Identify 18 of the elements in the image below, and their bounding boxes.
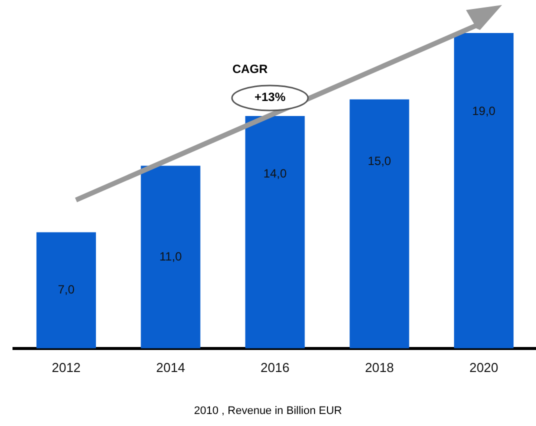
x-tick-label: 2014 <box>156 360 186 375</box>
data-label: 19,0 <box>472 104 496 118</box>
data-label: 11,0 <box>159 249 182 264</box>
x-tick-label: 2012 <box>52 360 81 375</box>
x-tick-label: 2020 <box>469 360 498 375</box>
text: 2010 , Revenue in Billion EUR <box>194 405 342 417</box>
data-label: 15,0 <box>368 154 392 168</box>
annotation: +13% <box>254 90 286 104</box>
data-label: 14,0 <box>263 166 287 180</box>
x-tick-label: 2016 <box>260 360 290 375</box>
data-label: 7,0 <box>58 282 75 297</box>
annotation: CAGR <box>232 62 268 76</box>
bar <box>350 99 410 348</box>
bar <box>140 166 200 348</box>
bar <box>245 116 305 348</box>
bar <box>454 33 514 348</box>
bar <box>36 232 96 348</box>
x-tick-label: 2018 <box>364 360 394 375</box>
